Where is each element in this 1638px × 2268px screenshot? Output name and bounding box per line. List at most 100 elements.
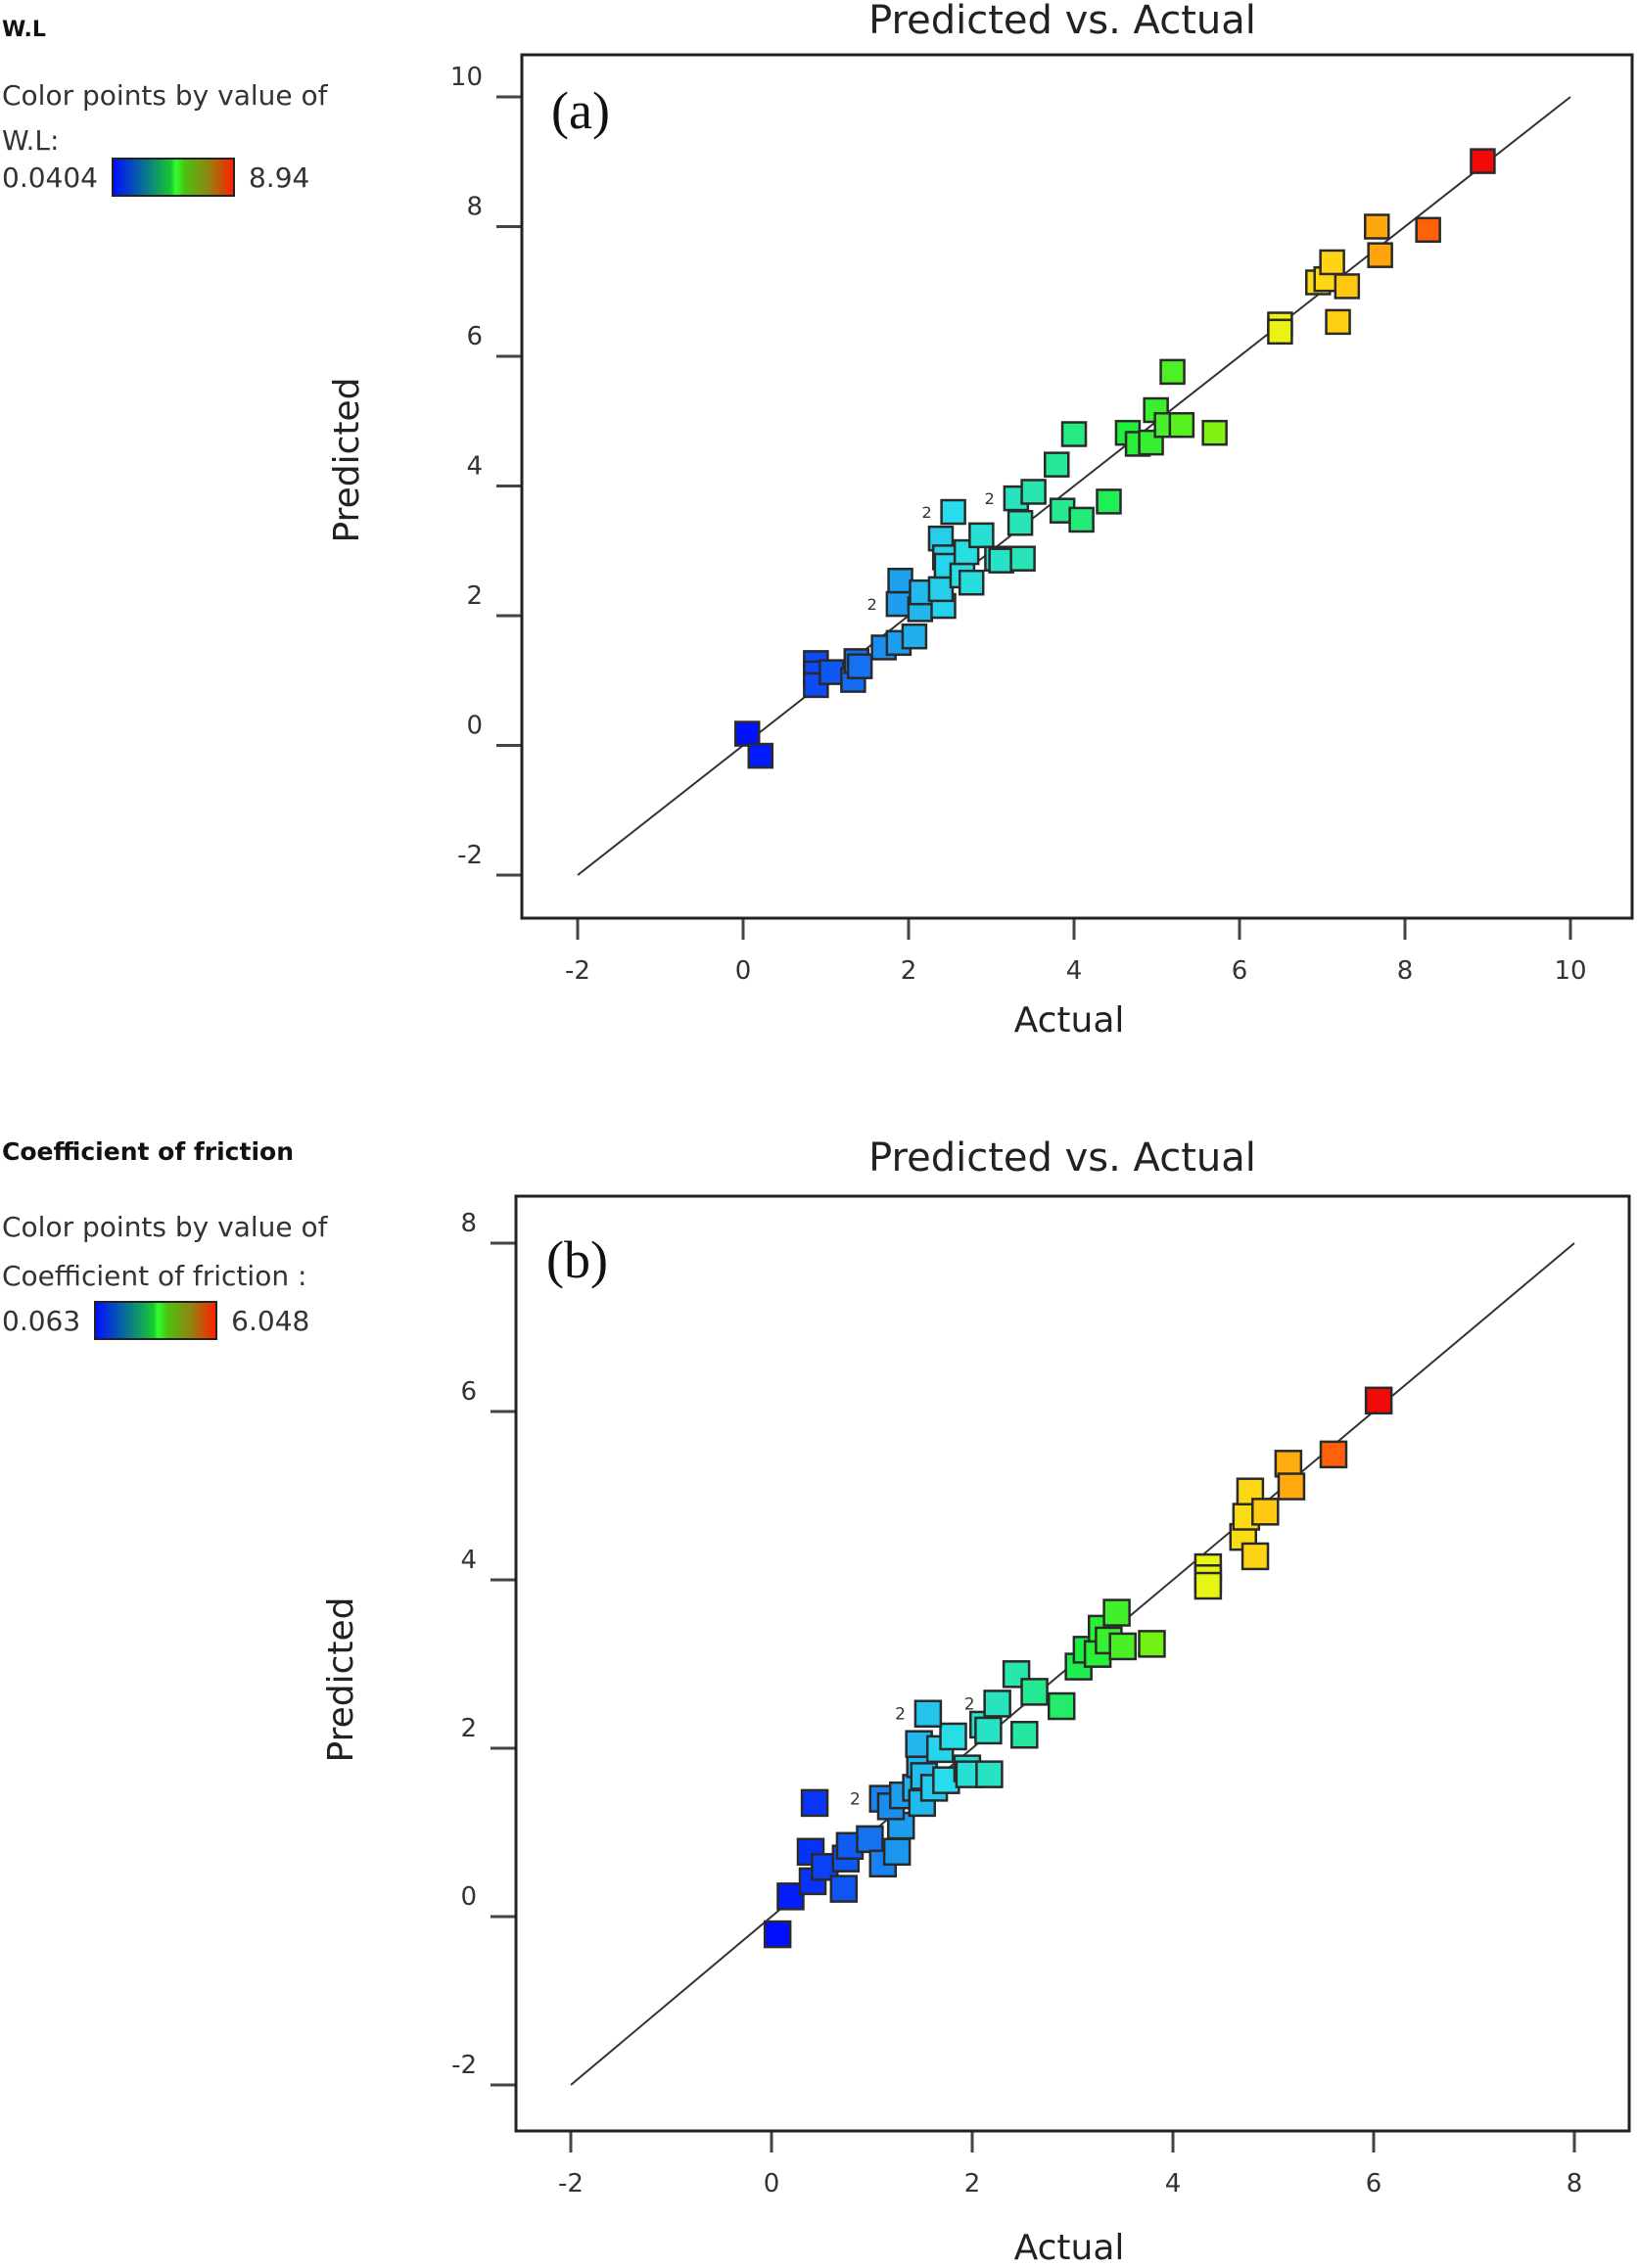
x-axis-title: Actual — [1014, 2228, 1125, 2268]
x-tick-label: 10 — [1554, 956, 1586, 986]
colorbar — [94, 1301, 218, 1340]
replicate-count-label: 2 — [867, 595, 877, 614]
data-point — [1006, 510, 1034, 536]
y-tick-label: 8 — [466, 193, 483, 222]
y-axis-title: Predicted — [327, 378, 367, 543]
y-tick-label: 4 — [466, 452, 483, 482]
x-tick-label: 8 — [1397, 956, 1414, 986]
panel-a: Predicted vs. Actual (a) Actual Predicte… — [327, 0, 1634, 1041]
data-point — [747, 742, 773, 769]
chart-title: Predicted vs. Actual — [868, 0, 1256, 43]
data-point — [1138, 429, 1164, 456]
data-point — [988, 547, 1014, 574]
axis-ticks: -2 0 2 4 6 8 10 -2 0 2 4 6 8 10 — [450, 63, 1587, 986]
y-tick-label: 0 — [466, 712, 483, 741]
legend-caption-line2: Coefficient of friction : — [2, 1260, 307, 1292]
y-tick-label: 6 — [466, 322, 483, 351]
data-point — [1047, 1691, 1076, 1721]
data-point — [1364, 1386, 1393, 1415]
replicate-count-label: 2 — [985, 489, 995, 508]
data-point — [1251, 1498, 1280, 1526]
colorbar-row: 0.063 6.048 — [2, 1301, 328, 1340]
plot-frame — [520, 53, 1634, 920]
data-point — [1201, 419, 1228, 446]
data-point — [819, 659, 845, 685]
data-point — [800, 1788, 829, 1818]
y-tick-label: 10 — [450, 63, 483, 92]
colorbar — [111, 158, 235, 197]
data-point — [1240, 1542, 1270, 1571]
y-tick-label: 6 — [460, 1377, 477, 1407]
plot-area: 2 2 2 — [514, 1194, 1631, 2133]
colorbar-max-label: 6.048 — [231, 1304, 310, 1337]
data-point — [733, 720, 761, 747]
data-point — [1159, 358, 1186, 386]
data-point — [1010, 1720, 1039, 1749]
data-point — [939, 1722, 967, 1751]
data-point — [882, 1837, 912, 1867]
replicate-count-label: 2 — [964, 1694, 975, 1714]
data-point — [975, 1760, 1004, 1788]
replicate-count-label: 2 — [921, 503, 931, 522]
legend-wl: W.L Color points by value of W.L: 0.0404… — [2, 18, 328, 197]
colorbar-max-label: 8.94 — [248, 161, 310, 194]
data-point — [1020, 479, 1047, 505]
y-axis-title: Predicted — [321, 1597, 361, 1763]
data-point — [968, 522, 995, 549]
data-point — [1009, 545, 1036, 572]
data-point — [953, 538, 980, 566]
data-point — [1193, 1571, 1223, 1600]
x-tick-label: 2 — [901, 956, 917, 986]
data-point — [1277, 1472, 1306, 1501]
data-point — [776, 1882, 805, 1911]
data-point — [1044, 451, 1070, 478]
data-point — [829, 1875, 859, 1903]
replicate-count-label: 2 — [895, 1705, 906, 1725]
colorbar-min-label: 0.0404 — [2, 161, 98, 194]
data-point — [1168, 411, 1195, 439]
data-point — [1102, 1598, 1131, 1627]
data-point — [1267, 318, 1293, 346]
y-tick-label: 0 — [460, 1882, 477, 1912]
data-point — [1096, 488, 1122, 515]
x-tick-label: 6 — [1232, 956, 1248, 986]
x-tick-label: 6 — [1366, 2169, 1382, 2199]
legend-coefficient-of-friction: Coefficient of friction Color points by … — [2, 1137, 328, 1340]
data-point — [1364, 213, 1390, 240]
data-point — [885, 590, 913, 618]
y-tick-label: 4 — [460, 1546, 477, 1575]
x-tick-label: 4 — [1165, 2169, 1182, 2199]
chart-title: Predicted vs. Actual — [868, 1135, 1256, 1180]
data-point — [763, 1920, 792, 1949]
data-point — [1319, 249, 1345, 276]
panel-label: (a) — [551, 81, 610, 140]
data-point — [1020, 1678, 1049, 1706]
y-tick-label: 8 — [460, 1209, 477, 1238]
replicate-count-label: 2 — [850, 1790, 861, 1810]
data-point — [856, 1825, 884, 1854]
y-tick-label: 2 — [466, 581, 483, 611]
x-tick-label: -2 — [565, 956, 590, 986]
x-tick-label: -2 — [558, 2169, 584, 2199]
legend-heading: W.L — [2, 18, 46, 42]
data-point — [983, 1689, 1011, 1718]
data-point — [958, 569, 985, 596]
data-point — [887, 567, 913, 594]
legend-heading: Coefficient of friction — [2, 1137, 294, 1166]
data-point — [913, 1699, 943, 1728]
legend-caption-line1: Color points by value of — [2, 79, 328, 112]
data-point — [940, 498, 966, 526]
plot-frame — [514, 1194, 1631, 2133]
axis-ticks: -2 0 2 4 6 8 -2 0 2 4 6 8 — [451, 1209, 1582, 2199]
data-point — [846, 653, 873, 679]
x-tick-label: 8 — [1567, 2169, 1583, 2199]
data-point — [927, 576, 955, 603]
colorbar-min-label: 0.063 — [2, 1304, 81, 1337]
x-tick-label: 4 — [1066, 956, 1083, 986]
data-point — [1108, 1632, 1137, 1661]
x-tick-label: 0 — [764, 2169, 780, 2199]
data-point — [1415, 216, 1441, 244]
x-tick-label: 0 — [735, 956, 752, 986]
legend-caption-line2: W.L: — [2, 124, 60, 157]
